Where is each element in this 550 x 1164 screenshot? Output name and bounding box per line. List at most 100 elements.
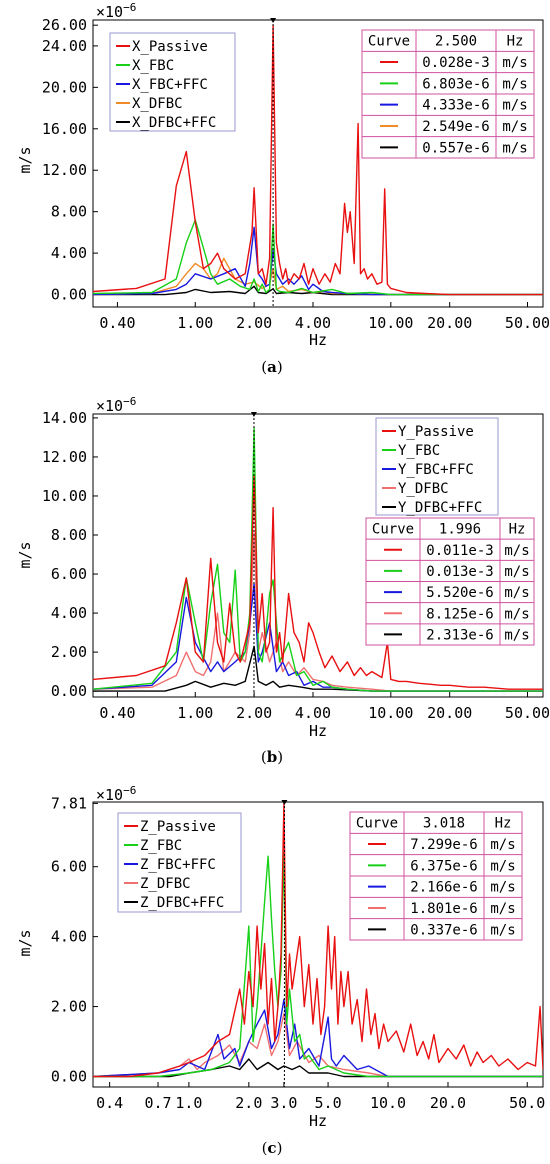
y-tick-label: 0.00 bbox=[51, 286, 87, 304]
cursor-marker-icon[interactable] bbox=[250, 412, 257, 417]
readout-value: 0.557e-6 bbox=[422, 140, 489, 156]
legend-entry: Y_FBC+FFC bbox=[398, 462, 474, 478]
plot-frame bbox=[92, 413, 544, 698]
y-axis-label: m/s bbox=[16, 541, 34, 568]
readout-header-frequency: 2.500 bbox=[435, 34, 477, 50]
y-axis-label: m/s bbox=[16, 929, 34, 956]
readout-unit: m/s bbox=[504, 543, 529, 559]
readout-value: 6.803e-6 bbox=[422, 76, 489, 92]
readout-value: 7.299e-6 bbox=[410, 837, 477, 853]
readout-value: 0.028e-3 bbox=[422, 55, 489, 71]
x-tick-label: 1.00 bbox=[177, 314, 213, 332]
x-tick-label: 20.00 bbox=[427, 704, 472, 722]
cursor-readout-table: Curve 3.018 Hz 7.299e-6 m/s 6.375e-6 m/s 2.166e… bbox=[349, 811, 523, 941]
series-line-y-dfbc-ffc bbox=[93, 645, 543, 692]
panel-caption: (a) bbox=[261, 358, 282, 376]
y-multiplier: ×10−6 bbox=[96, 1, 136, 21]
readout-header-curve: Curve bbox=[372, 522, 414, 538]
legend-entry: X_FBC+FFC bbox=[132, 77, 208, 93]
legend: Y_Passive Y_FBC Y_FBC+FFC Y_DFBC Y_DFBC+FFC bbox=[375, 417, 499, 516]
legend-entry: Z_DFBC+FFC bbox=[140, 895, 224, 911]
readout-header-unit: Hz bbox=[509, 522, 526, 538]
x-tick-label: 2.0 bbox=[235, 1094, 262, 1112]
readout-value: 8.125e-6 bbox=[426, 606, 493, 622]
readout-unit: m/s bbox=[502, 55, 527, 71]
readout-value: 0.337e-6 bbox=[410, 922, 477, 938]
readout-unit: m/s bbox=[502, 98, 527, 114]
x-tick-label: 3.0 bbox=[270, 1094, 297, 1112]
readout-value: 2.549e-6 bbox=[422, 119, 489, 135]
chart-panel-c: 0.00 2.00 4.00 6.00 7.81 0.4 0.7 1.0 2.0 3.0 5.0 10… bbox=[16, 784, 545, 1157]
series-line-x-fbc-ffc bbox=[93, 226, 543, 296]
x-axis-label: Hz bbox=[309, 331, 327, 349]
series-line-z-dfbc bbox=[93, 1012, 543, 1078]
series-line-x-passive bbox=[93, 24, 543, 296]
legend-entry: X_Passive bbox=[132, 39, 208, 55]
series-line-z-fbc-ffc bbox=[93, 998, 543, 1078]
y-tick-label: 4.00 bbox=[51, 244, 87, 262]
x-tick-label: 5.0 bbox=[315, 1094, 342, 1112]
readout-unit: m/s bbox=[502, 140, 527, 156]
plot-frame bbox=[92, 801, 544, 1088]
x-tick-label: 50.0 bbox=[509, 1094, 545, 1112]
x-axis-label: Hz bbox=[309, 1112, 327, 1130]
readout-unit: m/s bbox=[490, 880, 515, 896]
x-tick-label: 2.00 bbox=[236, 314, 272, 332]
readout-value: 0.013e-3 bbox=[426, 564, 493, 580]
x-tick-label: 1.0 bbox=[175, 1094, 202, 1112]
y-multiplier: ×10−6 bbox=[96, 395, 136, 415]
readout-unit: m/s bbox=[504, 585, 529, 601]
y-tick-label: 4.00 bbox=[51, 604, 87, 622]
readout-header-curve: Curve bbox=[356, 816, 398, 832]
y-tick-label: 14.00 bbox=[42, 409, 87, 427]
y-tick-label: 4.00 bbox=[51, 928, 87, 946]
cursor-marker-icon[interactable] bbox=[270, 18, 277, 23]
x-axis-label: Hz bbox=[309, 722, 327, 740]
legend-box bbox=[117, 812, 242, 913]
legend-entry: X_DFBC bbox=[132, 96, 183, 112]
readout-value: 4.333e-6 bbox=[422, 98, 489, 114]
chart-panel-a: 0.00 4.00 8.00 12.00 16.00 20.00 24.00 26.00 0.4… bbox=[16, 1, 550, 376]
x-tick-label: 0.40 bbox=[99, 314, 135, 332]
y-tick-label: 2.00 bbox=[51, 643, 87, 661]
legend-entry: Z_FBC bbox=[140, 838, 182, 854]
x-tick-label: 20.00 bbox=[427, 314, 472, 332]
readout-header-curve: Curve bbox=[368, 34, 410, 50]
readout-value: 1.801e-6 bbox=[410, 901, 477, 917]
legend-entry: Z_Passive bbox=[140, 819, 216, 835]
x-tick-label: 50.00 bbox=[505, 704, 550, 722]
readout-value: 2.166e-6 bbox=[410, 880, 477, 896]
series-line-x-dfbc-ffc bbox=[93, 285, 543, 296]
readout-header-frequency: 3.018 bbox=[423, 816, 465, 832]
readout-header-unit: Hz bbox=[507, 34, 524, 50]
x-tick-label: 4.00 bbox=[295, 704, 331, 722]
plot-frame bbox=[92, 19, 544, 308]
x-tick-label: 1.00 bbox=[177, 704, 213, 722]
y-tick-label: 12.00 bbox=[42, 161, 87, 179]
legend-entry: Y_DFBC+FFC bbox=[398, 500, 482, 516]
y-tick-label: 8.00 bbox=[51, 203, 87, 221]
panel-caption: (b) bbox=[261, 748, 283, 766]
x-tick-label: 4.00 bbox=[295, 314, 331, 332]
chart-panel-b: 0.00 2.00 4.00 6.00 8.00 10.00 12.00 14.00 0.40 1… bbox=[16, 395, 550, 766]
series-line-z-passive bbox=[93, 803, 543, 1078]
legend: X_Passive X_FBC X_FBC+FFC X_DFBC X_DFBC+FFC bbox=[109, 32, 236, 132]
y-tick-label: 24.00 bbox=[42, 37, 87, 55]
legend-entry: Y_Passive bbox=[398, 424, 474, 440]
y-tick-label: 8.00 bbox=[51, 526, 87, 544]
legend-entry: Z_DFBC bbox=[140, 876, 191, 892]
y-axis-label: m/s bbox=[16, 146, 34, 173]
series-line-x-dfbc bbox=[93, 257, 543, 296]
readout-unit: m/s bbox=[502, 76, 527, 92]
cursor-marker-icon[interactable] bbox=[281, 800, 288, 805]
y-tick-label: 0.00 bbox=[51, 682, 87, 700]
x-tick-label: 50.00 bbox=[505, 314, 550, 332]
legend-box bbox=[375, 417, 499, 516]
cursor-readout-table: Curve 1.996 Hz 0.011e-3 m/s 0.013e-3 m/s 5.520e… bbox=[365, 517, 535, 646]
y-tick-label: 26.00 bbox=[42, 16, 87, 34]
readout-unit: m/s bbox=[490, 922, 515, 938]
y-tick-label: 6.00 bbox=[51, 858, 87, 876]
series-line-y-passive bbox=[93, 475, 543, 690]
legend-entry: X_DFBC+FFC bbox=[132, 115, 216, 131]
